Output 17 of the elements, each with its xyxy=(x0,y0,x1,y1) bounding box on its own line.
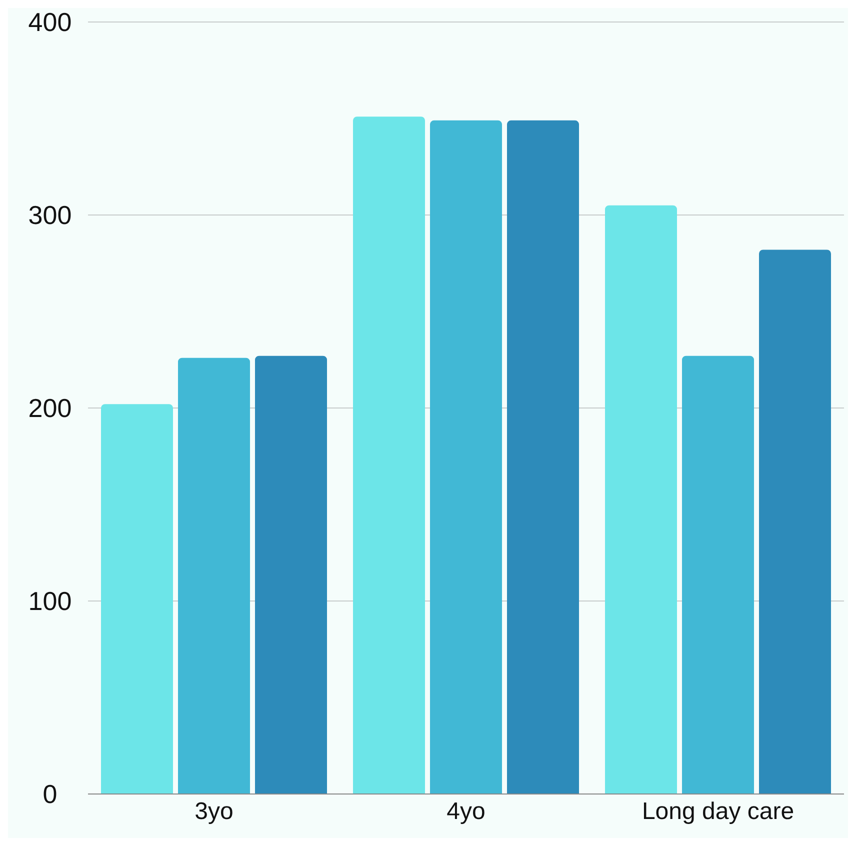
bar xyxy=(682,356,754,794)
bar xyxy=(507,120,579,794)
y-tick-label: 400 xyxy=(28,7,72,38)
x-tick-label: Long day care xyxy=(642,798,794,826)
y-tick-label: 200 xyxy=(28,393,72,424)
x-tick-label: 4yo xyxy=(446,798,486,826)
bar xyxy=(178,358,250,794)
bar xyxy=(430,120,502,794)
y-tick-label: 0 xyxy=(42,779,58,810)
y-tick-label: 300 xyxy=(28,200,72,230)
x-tick-label: 3yo xyxy=(194,798,234,826)
bar xyxy=(759,250,831,794)
y-tick-label: 100 xyxy=(28,586,72,616)
bar xyxy=(353,116,425,794)
bar xyxy=(101,404,173,794)
bar xyxy=(255,356,327,794)
bar xyxy=(605,205,677,794)
